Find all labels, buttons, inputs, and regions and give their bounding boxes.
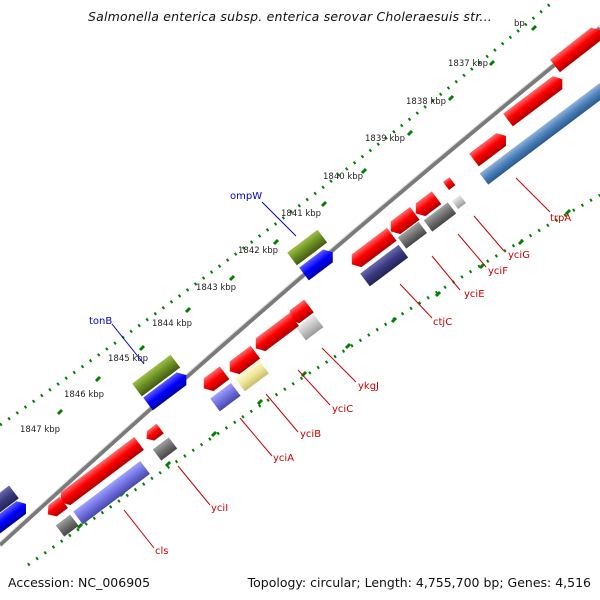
outer-major-ticks — [56, 24, 538, 416]
gene-label-yciG: yciG — [508, 250, 530, 261]
gene-feature-yciF — [415, 191, 442, 217]
gene-feature-yciB — [235, 360, 269, 392]
gene-feature-ctjC — [351, 227, 397, 268]
kbp-label-1839: 1839 kbp — [365, 134, 405, 144]
gene-feature-yciB-red — [229, 345, 261, 375]
gene-label-yciF: yciF — [488, 266, 508, 277]
kbp-label-partial: bp — [514, 19, 525, 29]
accession-text: Accession: NC_006905 — [8, 575, 151, 590]
kbp-label-1841: 1841 kbp — [281, 209, 321, 219]
kbp-label-1847: 1847 kbp — [20, 425, 60, 435]
gene-feature-ctjC-grey — [397, 221, 427, 249]
gene-feature-ompW-blue — [299, 249, 333, 281]
gene-feature-cls — [73, 461, 150, 525]
genome-backbone — [0, 26, 600, 547]
gene-label-cls: cls — [155, 546, 169, 557]
kbp-label-1840: 1840 kbp — [323, 172, 363, 182]
kbp-label-1838: 1838 kbp — [406, 97, 446, 107]
gene-feature-tonB-green — [132, 354, 181, 397]
gene-feature-forward-upper — [469, 27, 600, 167]
kbp-label-1843: 1843 kbp — [196, 283, 236, 293]
gene-feature-yciE — [423, 202, 457, 232]
gene-label-yciB: yciB — [300, 429, 321, 440]
kbp-label-1844: 1844 kbp — [152, 319, 192, 329]
genome-summary-text: Topology: circular; Length: 4,755,700 bp… — [247, 575, 591, 590]
gene-feature-ykgJ — [296, 314, 324, 341]
gene-feature-tonB-blue — [143, 372, 187, 411]
gene-feature-ctjC-red — [390, 206, 420, 235]
gene-label-yciI: yciI — [211, 503, 228, 514]
gene-label-tonB: tonB — [89, 316, 112, 327]
gene-feature-yciC — [255, 313, 299, 352]
gene-feature-cls-grey — [55, 514, 79, 537]
gene-feature-trpA — [479, 83, 600, 185]
gene-feature-ctjC-navy — [360, 244, 409, 287]
kbp-label-1842: 1842 kbp — [238, 246, 278, 256]
label-leader-lines — [111, 177, 551, 549]
gene-label-trpA: trpA — [550, 213, 571, 224]
gene-label-yciE: yciE — [464, 289, 485, 300]
gene-feature-yciG — [442, 177, 456, 190]
gene-feature-cls-red — [60, 437, 144, 506]
gene-feature-cls-small — [47, 496, 68, 517]
gene-label-ykgJ: ykgJ — [358, 381, 379, 392]
kbp-label-1845: 1845 kbp — [108, 354, 148, 364]
kbp-label-1837: 1837 kbp — [448, 59, 488, 69]
kbp-label-1846: 1846 kbp — [64, 390, 104, 400]
gene-feature-left-navy — [0, 485, 19, 517]
gene-feature-yciA — [210, 382, 241, 412]
gene-feature-ompW-green — [287, 229, 328, 266]
gene-feature-yciI-red — [146, 423, 164, 441]
gene-label-ompW: ompW — [230, 191, 262, 202]
map-title: Salmonella enterica subsp. enterica sero… — [88, 9, 492, 24]
gene-feature-yciI — [152, 437, 178, 461]
gene-feature-ykgJ-red — [289, 299, 314, 324]
gene-label-yciA: yciA — [273, 453, 294, 464]
gene-feature-yciA-red — [203, 366, 230, 392]
gene-label-ctjC: ctjC — [433, 317, 452, 328]
genome-backbone-highlight — [0, 24, 600, 543]
gene-feature-left-blue — [0, 501, 26, 535]
gene-label-yciC: yciC — [332, 404, 353, 415]
gene-feature-yciG-grey — [451, 194, 466, 209]
